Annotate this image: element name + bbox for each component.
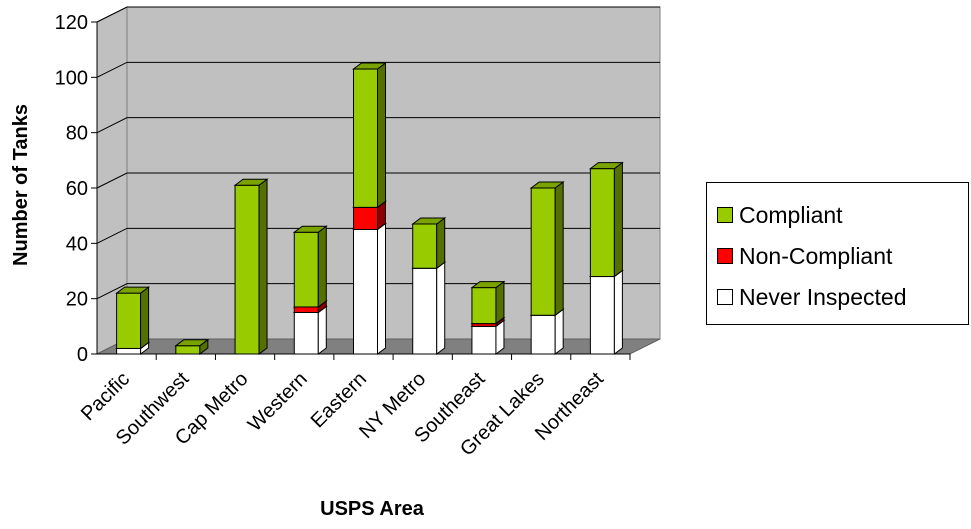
y-tick-label-40: 40	[66, 233, 88, 255]
bar-side-never-inspected-ny-metro	[436, 261, 446, 355]
bar-front-never-inspected-western	[293, 312, 319, 355]
y-tick-label-60: 60	[66, 178, 88, 200]
bar-segment-never-inspected-eastern	[352, 222, 387, 355]
legend-swatch-never-inspected	[717, 289, 733, 305]
bar-front-never-inspected-ny-metro	[412, 267, 438, 355]
bar-side-compliant-eastern	[377, 62, 386, 209]
bar-side-never-inspected-northeast	[613, 269, 623, 355]
bar-side-never-inspected-western	[317, 305, 327, 355]
bar-side-never-inspected-great-lakes	[554, 308, 564, 355]
bar-front-never-inspected-great-lakes	[530, 314, 556, 355]
bar-segment-never-inspected-western	[292, 305, 328, 355]
gridline-120	[96, 6, 660, 23]
legend-label-compliant: Compliant	[739, 201, 843, 228]
bar-front-never-inspected-pacific	[116, 347, 142, 355]
bar-top-compliant-southeast	[470, 281, 506, 289]
gridline-60	[96, 172, 660, 189]
bar-segment-compliant-eastern	[352, 62, 387, 209]
bar-front-compliant-eastern	[353, 68, 378, 208]
bar-front-compliant-northeast	[589, 168, 615, 278]
bar-front-compliant-cap-metro	[234, 184, 260, 355]
bar-top-compliant-eastern	[352, 62, 387, 70]
legend-item-compliant: Compliant	[717, 200, 843, 230]
bar-segment-compliant-northeast	[588, 161, 624, 278]
bar-front-non-compliant-eastern	[353, 206, 378, 231]
bars	[115, 62, 624, 355]
bar-segment-compliant-cap-metro	[233, 178, 269, 355]
bar-side-compliant-cap-metro	[258, 178, 268, 355]
y-tick-label-20: 20	[66, 289, 88, 311]
bar-top-compliant-northeast	[588, 162, 624, 170]
bar-top-compliant-cap-metro	[233, 178, 269, 186]
bar-front-compliant-ny-metro	[412, 223, 438, 269]
bar-front-compliant-southwest	[175, 345, 201, 355]
bar-front-compliant-pacific	[116, 292, 142, 349]
bar-side-compliant-great-lakes	[554, 181, 564, 317]
bar-front-non-compliant-western	[293, 306, 319, 314]
y-tick-label-0: 0	[77, 344, 88, 366]
bar-segment-compliant-southeast	[470, 280, 506, 325]
bar-front-compliant-great-lakes	[530, 187, 556, 316]
legend-item-non-compliant: Non-Compliant	[717, 241, 892, 271]
legend-swatch-non-compliant	[717, 248, 733, 264]
gridline-100	[96, 61, 660, 78]
bar-segment-compliant-great-lakes	[529, 181, 565, 317]
gridline-80	[96, 117, 660, 134]
bar-segment-compliant-western	[292, 225, 328, 308]
bar-top-compliant-ny-metro	[411, 217, 447, 225]
bar-side-compliant-southeast	[495, 280, 505, 325]
x-tick-label-western: Western	[244, 368, 312, 436]
bar-segment-compliant-southwest	[174, 338, 210, 355]
bar-front-never-inspected-eastern	[353, 229, 378, 355]
gridline-40	[96, 227, 660, 244]
x-tick-label-pacific: Pacific	[77, 368, 134, 425]
bar-side-compliant-western	[317, 225, 327, 308]
bar-top-compliant-pacific	[115, 286, 151, 294]
bar-side-compliant-northeast	[613, 161, 623, 278]
legend-swatch-compliant	[717, 207, 733, 223]
legend-item-never-inspected: Never Inspected	[717, 282, 906, 312]
bar-front-compliant-southeast	[471, 287, 497, 325]
y-tick-label-120: 120	[55, 12, 88, 34]
bar-segment-compliant-ny-metro	[411, 216, 447, 270]
bar-segment-never-inspected-southeast	[470, 319, 506, 355]
y-axis-title: Number of Tanks	[10, 104, 32, 266]
bar-top-compliant-western	[292, 225, 328, 233]
legend-label-non-compliant: Non-Compliant	[739, 242, 893, 269]
y-tick-label-100: 100	[55, 67, 88, 89]
bar-side-compliant-pacific	[140, 286, 150, 350]
x-axis-title: USPS Area	[320, 498, 425, 520]
bar-segment-never-inspected-ny-metro	[411, 261, 447, 355]
bar-front-never-inspected-northeast	[589, 276, 615, 355]
legend-label-never-inspected: Never Inspected	[739, 283, 907, 310]
bar-segment-never-inspected-northeast	[588, 269, 624, 355]
legend: Compliant Non-Compliant Never Inspected	[706, 182, 969, 325]
bar-front-never-inspected-southeast	[471, 325, 497, 355]
bar-segment-compliant-pacific	[115, 286, 151, 350]
bar-top-compliant-southwest	[174, 339, 210, 347]
bar-segment-never-inspected-great-lakes	[529, 308, 565, 355]
bar-top-compliant-great-lakes	[529, 181, 565, 189]
bar-side-never-inspected-eastern	[377, 222, 386, 355]
y-tick-label-80: 80	[66, 123, 88, 145]
bar-front-compliant-western	[293, 231, 319, 308]
bar-side-compliant-ny-metro	[436, 216, 446, 270]
